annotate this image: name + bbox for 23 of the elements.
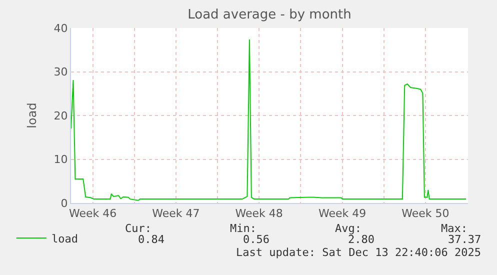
- y-tick-label: 10: [54, 153, 68, 166]
- chart-title: Load average - by month: [188, 8, 352, 23]
- x-tick-label: Week 48: [235, 207, 283, 220]
- x-tick-label: Week 49: [318, 207, 366, 220]
- text: Min:: [230, 222, 256, 235]
- legend-label: load: [51, 232, 78, 246]
- text: 0.56: [243, 233, 270, 246]
- y-axis-title: load: [25, 102, 40, 128]
- y-tick-label: 20: [54, 109, 68, 122]
- text: 37.37: [448, 233, 482, 246]
- text: Cur:: [125, 222, 152, 235]
- x-tick-label: Week 50: [402, 207, 450, 220]
- text: Last update: Sat Dec 13 22:40:06 2025: [236, 246, 482, 259]
- text: Avg:: [335, 222, 362, 235]
- y-tick-label: 30: [54, 66, 68, 79]
- x-tick-label: Week 46: [68, 207, 117, 220]
- text: 0.84: [138, 233, 165, 246]
- text: 2.80: [348, 233, 374, 246]
- x-tick-label: Week 47: [152, 207, 200, 220]
- line-series: [71, 38, 467, 201]
- y-tick-label: 40: [54, 22, 68, 35]
- y-tick-label: 0: [60, 196, 68, 210]
- text: Max:: [441, 222, 468, 235]
